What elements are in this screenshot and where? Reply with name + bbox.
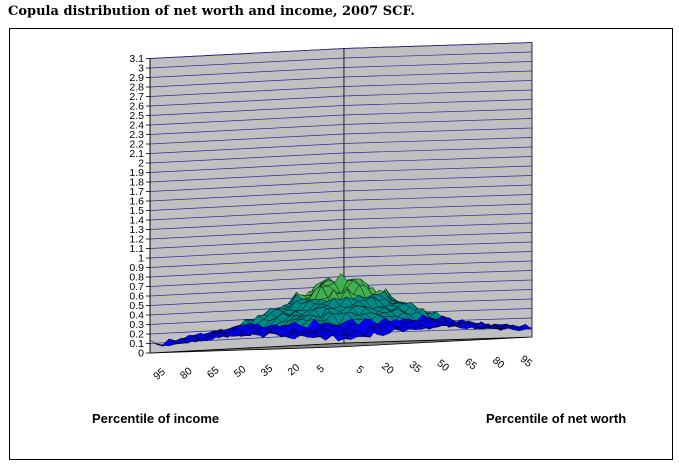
networth-axis-ticks: 5 20 35 50 65 80 95 <box>354 353 535 377</box>
z-tick-label: 2.2 <box>129 139 144 151</box>
networth-tick-label: 20 <box>379 360 396 377</box>
gridline <box>149 156 533 173</box>
z-tick-label: 1.4 <box>129 215 144 227</box>
z-tick-label: 1.7 <box>129 186 144 198</box>
z-tick-label: 2.6 <box>129 101 144 113</box>
gridline <box>149 194 533 211</box>
z-tick-label: 1.6 <box>129 196 144 208</box>
z-tick-label: 2.1 <box>129 148 144 160</box>
income-tick-label: 95 <box>151 366 168 383</box>
z-tick-label: 2.7 <box>129 91 144 103</box>
z-tick-label: 2.8 <box>129 82 144 94</box>
gridline <box>149 175 533 192</box>
gridline <box>149 165 533 183</box>
chart-walls <box>149 42 533 354</box>
gridline <box>149 213 533 230</box>
z-tick-label: 0.8 <box>129 272 144 284</box>
income-tick-label: 65 <box>205 364 222 381</box>
z-axis-ticks: 00.10.20.30.40.50.60.70.80.911.11.21.31.… <box>129 53 151 360</box>
z-tick-label: 2 <box>138 158 144 170</box>
chart-title: Copula distribution of net worth and inc… <box>8 4 415 19</box>
gridline <box>149 51 533 69</box>
gridline <box>149 137 533 154</box>
gridline <box>149 241 533 259</box>
z-tick-label: 0.5 <box>129 300 144 312</box>
chart-frame <box>9 28 673 460</box>
gridline <box>149 146 533 164</box>
z-tick-label: 2.9 <box>129 72 144 84</box>
gridline <box>149 203 533 221</box>
z-tick-label: 1.5 <box>129 205 144 217</box>
gridline <box>149 108 533 126</box>
z-tick-label: 2.5 <box>129 110 144 122</box>
gridline <box>149 70 533 88</box>
z-tick-label: 0 <box>138 348 144 360</box>
z-tick-label: 1.8 <box>129 177 144 189</box>
gridline <box>149 222 533 240</box>
gridline <box>149 184 533 202</box>
y-axis-label: Percentile of net worth <box>486 411 626 426</box>
income-tick-label: 50 <box>232 363 249 380</box>
income-tick-label: 5 <box>315 363 327 376</box>
z-tick-label: 1.3 <box>129 224 144 236</box>
z-tick-label: 1 <box>138 253 144 265</box>
income-tick-label: 20 <box>285 362 302 379</box>
gridline <box>149 42 533 59</box>
gridline <box>149 89 533 107</box>
gridline <box>149 80 533 97</box>
z-tick-label: 0.2 <box>129 329 144 341</box>
surface-cell <box>331 333 345 342</box>
gridline <box>149 118 533 135</box>
z-tick-label: 2.3 <box>129 129 144 141</box>
income-tick-label: 35 <box>259 362 276 379</box>
networth-tick-label: 80 <box>490 354 507 371</box>
z-tick-label: 3 <box>138 63 144 75</box>
gridline <box>149 260 533 278</box>
income-tick-label: 80 <box>178 365 195 382</box>
z-tick-label: 3.1 <box>129 53 144 65</box>
z-tick-label: 0.7 <box>129 281 144 293</box>
surface-mesh <box>149 273 533 347</box>
income-axis-ticks: 95 80 65 50 35 20 5 <box>151 362 327 383</box>
x-axis-label: Percentile of income <box>92 411 219 426</box>
z-tick-label: 0.9 <box>129 262 144 274</box>
networth-tick-label: 95 <box>518 353 535 370</box>
z-tick-label: 0.6 <box>129 291 144 303</box>
gridline <box>149 232 533 249</box>
networth-tick-label: 35 <box>407 359 424 376</box>
z-tick-label: 1.1 <box>129 243 144 255</box>
z-tick-label: 1.9 <box>129 167 144 179</box>
z-tick-label: 0.4 <box>129 310 144 322</box>
gridline <box>149 99 533 116</box>
gridline <box>149 61 533 78</box>
z-tick-label: 0.1 <box>129 338 144 350</box>
gridline <box>149 127 533 145</box>
z-tick-label: 1.2 <box>129 234 144 246</box>
z-tick-label: 0.3 <box>129 319 144 331</box>
networth-tick-label: 65 <box>462 356 479 373</box>
networth-tick-label: 50 <box>435 357 452 374</box>
gridline <box>149 251 533 268</box>
z-tick-label: 2.4 <box>129 120 144 132</box>
gridline <box>149 270 533 287</box>
networth-tick-label: 5 <box>354 364 366 377</box>
